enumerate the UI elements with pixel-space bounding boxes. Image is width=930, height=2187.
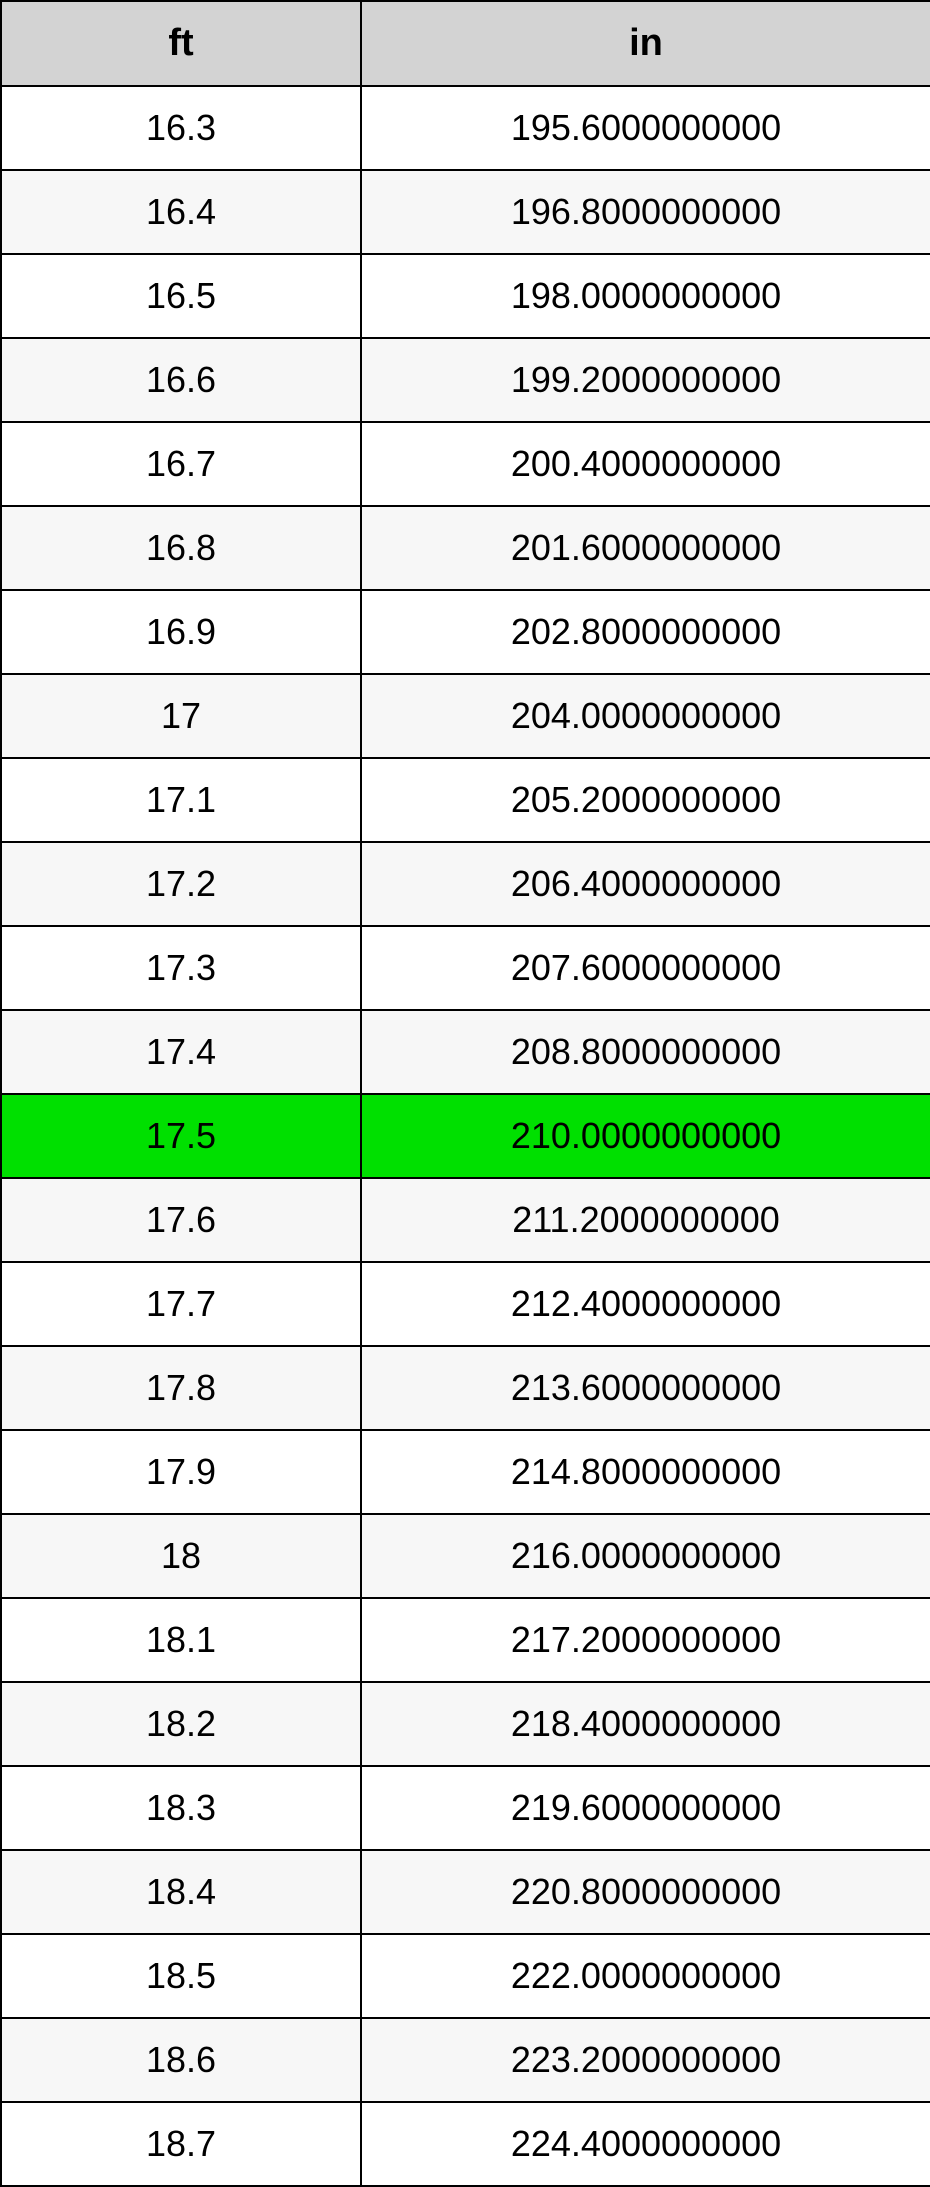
column-header-ft: ft [1,1,361,86]
cell-ft: 17.9 [1,1430,361,1514]
cell-in: 196.8000000000 [361,170,930,254]
cell-ft: 18.2 [1,1682,361,1766]
cell-ft: 16.8 [1,506,361,590]
cell-in: 201.6000000000 [361,506,930,590]
conversion-table: ft in 16.3195.600000000016.4196.80000000… [0,0,930,2187]
table-row: 16.7200.4000000000 [1,422,930,506]
cell-in: 214.8000000000 [361,1430,930,1514]
table-row: 16.6199.2000000000 [1,338,930,422]
cell-ft: 16.9 [1,590,361,674]
cell-ft: 16.3 [1,86,361,170]
table-row: 18.5222.0000000000 [1,1934,930,2018]
cell-in: 206.4000000000 [361,842,930,926]
cell-ft: 16.5 [1,254,361,338]
cell-in: 212.4000000000 [361,1262,930,1346]
table-row: 17.9214.8000000000 [1,1430,930,1514]
table-row: 17204.0000000000 [1,674,930,758]
table-row: 18.2218.4000000000 [1,1682,930,1766]
cell-in: 204.0000000000 [361,674,930,758]
cell-ft: 18.1 [1,1598,361,1682]
cell-in: 198.0000000000 [361,254,930,338]
table-row: 18216.0000000000 [1,1514,930,1598]
cell-ft: 18.3 [1,1766,361,1850]
table-row: 17.5210.0000000000 [1,1094,930,1178]
table-row: 16.8201.6000000000 [1,506,930,590]
table-row: 17.1205.2000000000 [1,758,930,842]
cell-in: 213.6000000000 [361,1346,930,1430]
table-row: 17.3207.6000000000 [1,926,930,1010]
table-row: 18.1217.2000000000 [1,1598,930,1682]
cell-in: 202.8000000000 [361,590,930,674]
cell-ft: 18 [1,1514,361,1598]
table-row: 18.4220.8000000000 [1,1850,930,1934]
cell-ft: 17.2 [1,842,361,926]
cell-ft: 17.7 [1,1262,361,1346]
cell-in: 208.8000000000 [361,1010,930,1094]
table-row: 18.3219.6000000000 [1,1766,930,1850]
table-row: 16.4196.8000000000 [1,170,930,254]
cell-in: 219.6000000000 [361,1766,930,1850]
cell-ft: 17 [1,674,361,758]
cell-ft: 17.5 [1,1094,361,1178]
table-row: 17.6211.2000000000 [1,1178,930,1262]
cell-ft: 18.5 [1,1934,361,2018]
table-row: 17.8213.6000000000 [1,1346,930,1430]
table-row: 16.5198.0000000000 [1,254,930,338]
cell-ft: 17.3 [1,926,361,1010]
cell-ft: 18.4 [1,1850,361,1934]
table-row: 17.4208.8000000000 [1,1010,930,1094]
cell-ft: 16.4 [1,170,361,254]
cell-in: 222.0000000000 [361,1934,930,2018]
cell-in: 199.2000000000 [361,338,930,422]
table-row: 17.2206.4000000000 [1,842,930,926]
table-row: 16.3195.6000000000 [1,86,930,170]
cell-in: 220.8000000000 [361,1850,930,1934]
cell-in: 223.2000000000 [361,2018,930,2102]
cell-ft: 17.8 [1,1346,361,1430]
column-header-in: in [361,1,930,86]
table-row: 18.6223.2000000000 [1,2018,930,2102]
cell-in: 195.6000000000 [361,86,930,170]
cell-ft: 17.1 [1,758,361,842]
cell-in: 207.6000000000 [361,926,930,1010]
table-header-row: ft in [1,1,930,86]
cell-in: 217.2000000000 [361,1598,930,1682]
table-row: 17.7212.4000000000 [1,1262,930,1346]
cell-ft: 17.4 [1,1010,361,1094]
cell-ft: 17.6 [1,1178,361,1262]
cell-in: 200.4000000000 [361,422,930,506]
cell-ft: 16.6 [1,338,361,422]
cell-in: 205.2000000000 [361,758,930,842]
cell-in: 218.4000000000 [361,1682,930,1766]
table-row: 16.9202.8000000000 [1,590,930,674]
cell-ft: 16.7 [1,422,361,506]
cell-in: 211.2000000000 [361,1178,930,1262]
cell-in: 210.0000000000 [361,1094,930,1178]
cell-in: 216.0000000000 [361,1514,930,1598]
cell-ft: 18.6 [1,2018,361,2102]
